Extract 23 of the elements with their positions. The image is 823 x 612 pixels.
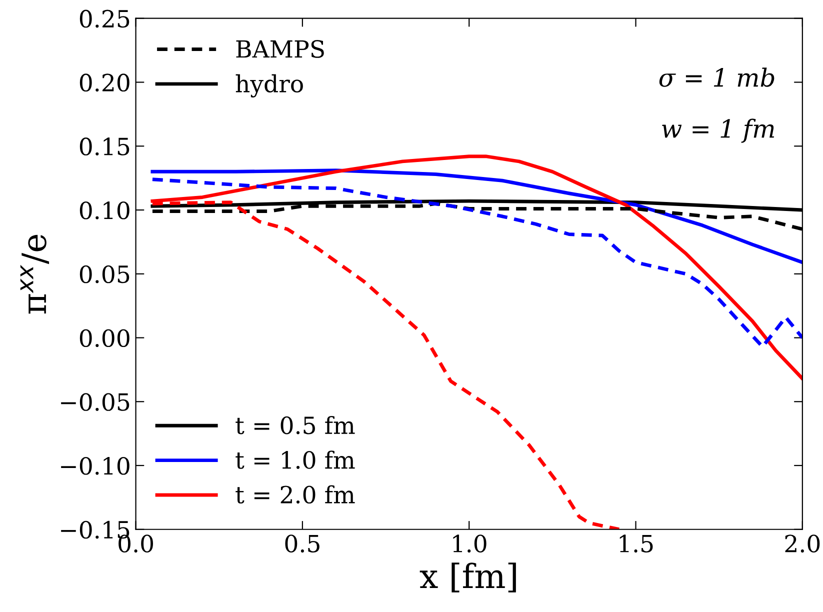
x-tick-label: 2.0 <box>785 534 820 553</box>
x-tick-label: 1.0 <box>453 534 486 553</box>
annotation: hydro <box>236 74 303 98</box>
y-tick-label: 0.20 <box>80 74 130 92</box>
line-series <box>150 168 802 264</box>
y-tick-label: −0.10 <box>61 456 130 475</box>
x-tick-label: 0.5 <box>285 534 320 553</box>
y-axis-title: π$^{xx}$/e <box>20 234 50 314</box>
line-series <box>150 178 802 348</box>
legend-label: t = 1.0 fm <box>236 450 355 469</box>
x-axis-title: x [fm] <box>420 562 516 592</box>
y-tick-label: 0.25 <box>80 10 130 28</box>
y-tick-label: 0.10 <box>80 201 130 220</box>
annotation: w = 1 fm <box>662 118 774 143</box>
annotation: σ = 1 mb <box>659 68 774 87</box>
y-tick-label: 0.00 <box>80 329 130 348</box>
y-tick-label: 0.05 <box>80 265 130 284</box>
y-tick-label: 0.15 <box>80 138 130 156</box>
legend-label: t = 0.5 fm <box>236 416 355 434</box>
x-tick-label: 1.5 <box>620 534 653 553</box>
y-tick-label: −0.05 <box>61 393 130 411</box>
annotation: BAMPS <box>236 40 324 58</box>
legend-label: t = 2.0 fm <box>236 485 355 504</box>
